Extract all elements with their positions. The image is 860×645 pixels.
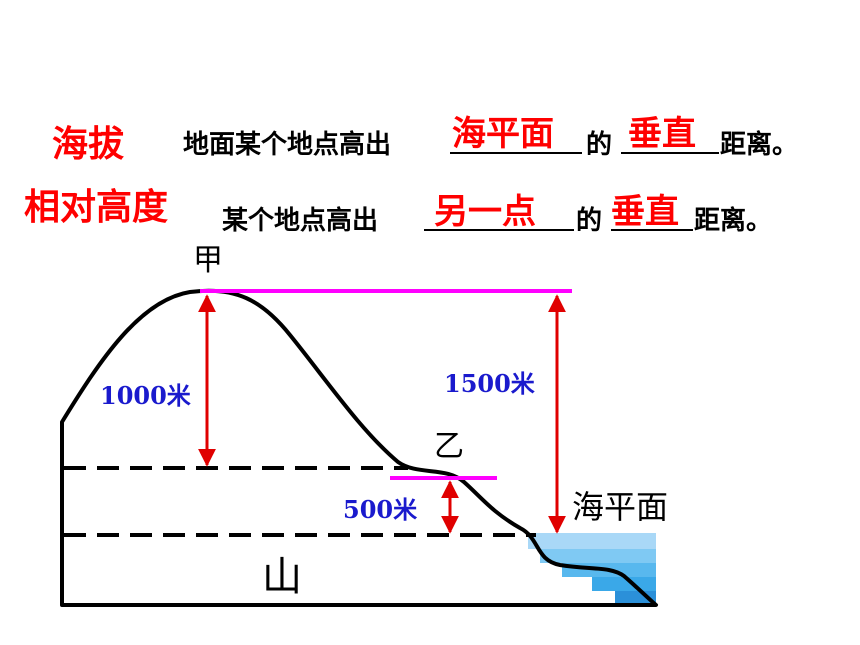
label-mountain: 山 xyxy=(262,554,302,600)
term-altitude: 海拔 xyxy=(52,124,125,165)
mountain-outline xyxy=(60,288,658,607)
altitude-text-before: 地面某个地点高出 xyxy=(183,130,392,160)
altitude-text-middle: 的 xyxy=(586,130,613,160)
altitude-blank-1 xyxy=(450,152,582,154)
relative-text-after: 距离。 xyxy=(694,206,773,236)
label-jia: 甲 xyxy=(193,243,223,278)
relative-text-middle: 的 xyxy=(576,206,603,236)
term-relative-height: 相对高度 xyxy=(24,187,169,228)
relative-answer-vertical: 垂直 xyxy=(611,192,679,232)
altitude-answer-sea-level: 海平面 xyxy=(452,114,554,154)
relative-text-before: 某个地点高出 xyxy=(222,206,379,236)
value-500m: 500米 xyxy=(343,495,417,524)
value-1500m: 1500米 xyxy=(444,369,535,398)
altitude-blank-2 xyxy=(621,152,719,154)
value-1000m: 1000米 xyxy=(100,381,191,410)
label-yi: 乙 xyxy=(434,429,464,464)
relative-blank-1 xyxy=(424,229,574,231)
relative-answer-another-point: 另一点 xyxy=(434,192,536,232)
altitude-answer-vertical: 垂直 xyxy=(628,114,696,154)
label-sea-level: 海平面 xyxy=(572,488,668,526)
relative-blank-2 xyxy=(611,229,693,231)
altitude-text-after: 距离。 xyxy=(720,130,799,160)
